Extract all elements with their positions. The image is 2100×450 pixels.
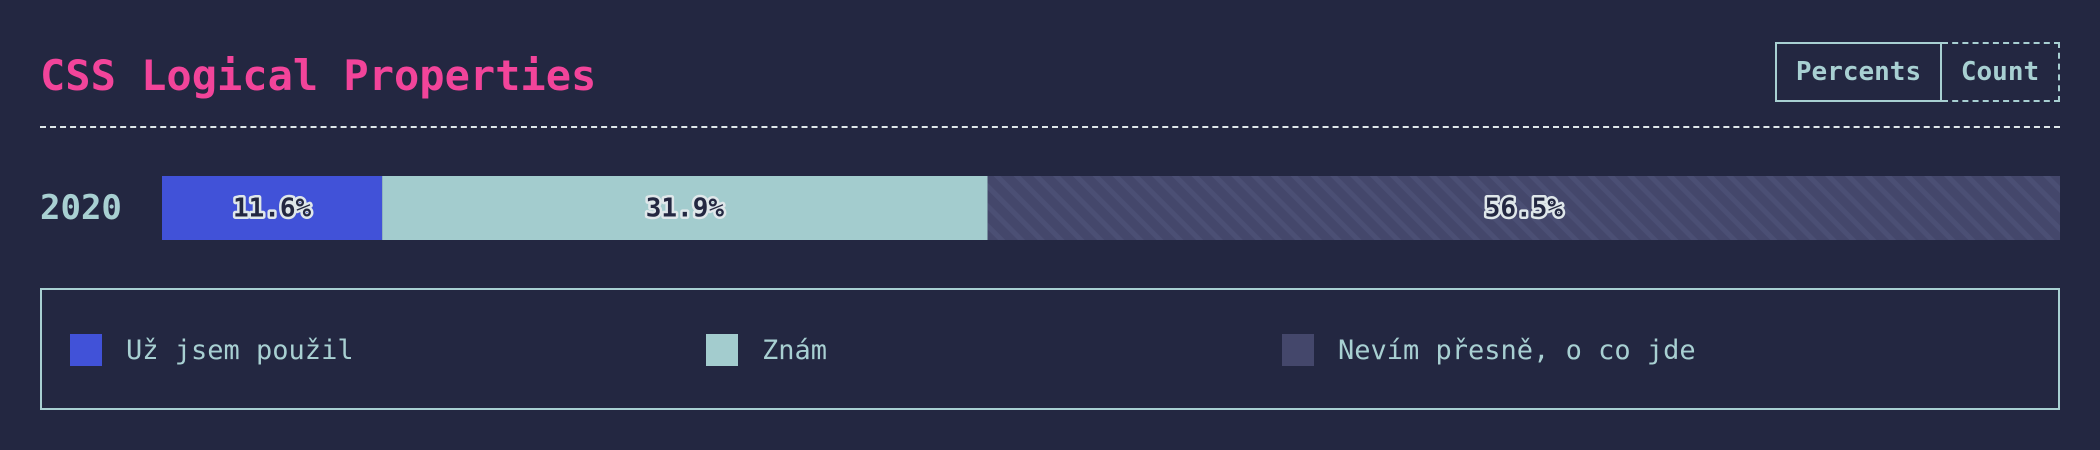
chart-area: 2020 11.6% 31.9% 56.5% <box>40 176 2060 240</box>
legend-item-unknown[interactable]: Nevím přesně, o co jde <box>1282 334 1696 366</box>
bar-segment-unknown[interactable] <box>987 176 2060 240</box>
legend-item-known[interactable]: Znám <box>706 334 827 366</box>
bar-segment-used[interactable] <box>162 176 383 240</box>
legend-item-used[interactable]: Už jsem použil <box>70 334 354 366</box>
legend-label-known: Znám <box>762 334 828 366</box>
legend-swatch-unknown <box>1282 334 1314 366</box>
units-toggle: Percents Count <box>1775 42 2060 102</box>
legend-swatch-used <box>70 334 102 366</box>
bar-label-unknown: 56.5% <box>1485 194 1564 224</box>
legend-label-used: Už jsem použil <box>126 334 354 366</box>
stacked-bar: 11.6% 31.9% 56.5% <box>162 176 2060 240</box>
percents-button[interactable]: Percents <box>1775 42 1942 102</box>
year-label: 2020 <box>40 188 122 228</box>
chart-title: CSS Logical Properties <box>40 51 597 100</box>
bar-label-used: 11.6% <box>233 194 312 224</box>
legend: Už jsem použil Znám Nevím přesně, o co j… <box>40 288 2060 410</box>
count-button[interactable]: Count <box>1942 42 2060 102</box>
legend-label-unknown: Nevím přesně, o co jde <box>1338 334 1696 366</box>
chart-header: CSS Logical Properties Percents Count <box>40 40 2060 128</box>
legend-swatch-known <box>706 334 738 366</box>
bar-label-known: 31.9% <box>646 194 725 224</box>
bar-segment-known[interactable] <box>382 176 988 240</box>
